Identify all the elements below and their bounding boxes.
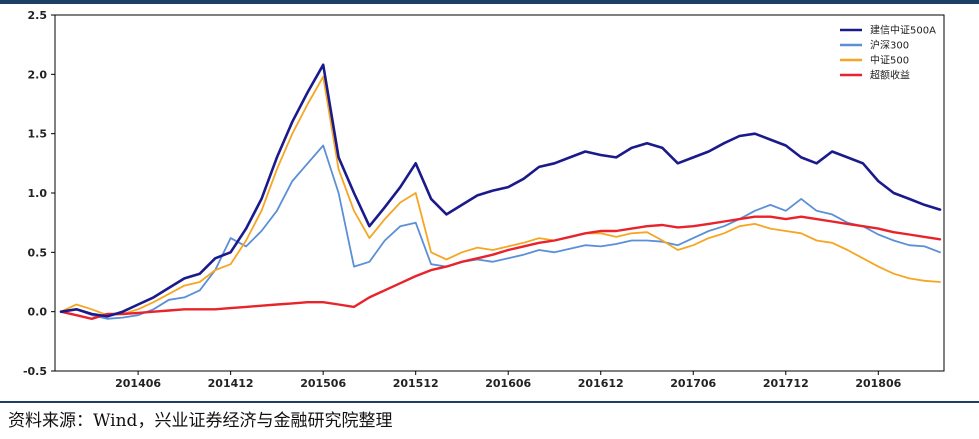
x-tick-label: 201712 [763, 377, 809, 390]
series-line-1 [60, 144, 941, 320]
series-line-3 [59, 215, 942, 320]
series-line-2 [60, 75, 941, 317]
y-tick-label: 2.5 [28, 9, 48, 22]
y-tick-label: 2.0 [28, 68, 48, 81]
plot-frame [54, 14, 945, 372]
y-tick-label: -0.5 [23, 365, 47, 378]
x-axis: 201406 201412 201506 201512 201606 201612 2017… [115, 371, 902, 390]
series-layer [59, 63, 942, 320]
x-tick-label: 201406 [115, 377, 161, 390]
y-tick-label: 0.5 [28, 246, 48, 259]
x-tick-label: 201612 [578, 377, 624, 390]
source-note: 资料来源：Wind，兴业证券经济与金融研究院整理 [8, 411, 393, 431]
x-tick-label: 201512 [393, 377, 439, 390]
legend: 建信中证500A 沪深300 中证500 超额收益 [840, 24, 936, 82]
x-tick-label: 201606 [485, 377, 531, 390]
bottom-rule [0, 401, 979, 403]
line-chart: -0.5 0.0 0.5 1.0 1.5 2.0 2.5 201406 201412 20150… [23, 9, 945, 390]
series-line-0 [59, 63, 942, 318]
x-tick-label: 201806 [855, 377, 901, 390]
top-rule [0, 0, 979, 4]
x-tick-label: 201706 [670, 377, 716, 390]
y-tick-label: 0.0 [28, 306, 48, 319]
legend-label: 超额收益 [870, 69, 910, 82]
legend-label: 中证500 [870, 54, 909, 67]
y-tick-label: 1.0 [28, 187, 48, 200]
legend-label: 建信中证500A [870, 24, 936, 37]
x-tick-label: 201412 [208, 377, 254, 390]
y-axis: -0.5 0.0 0.5 1.0 1.5 2.0 2.5 [23, 9, 55, 378]
y-tick-label: 1.5 [28, 128, 48, 141]
x-tick-label: 201506 [300, 377, 346, 390]
legend-label: 沪深300 [870, 39, 909, 52]
